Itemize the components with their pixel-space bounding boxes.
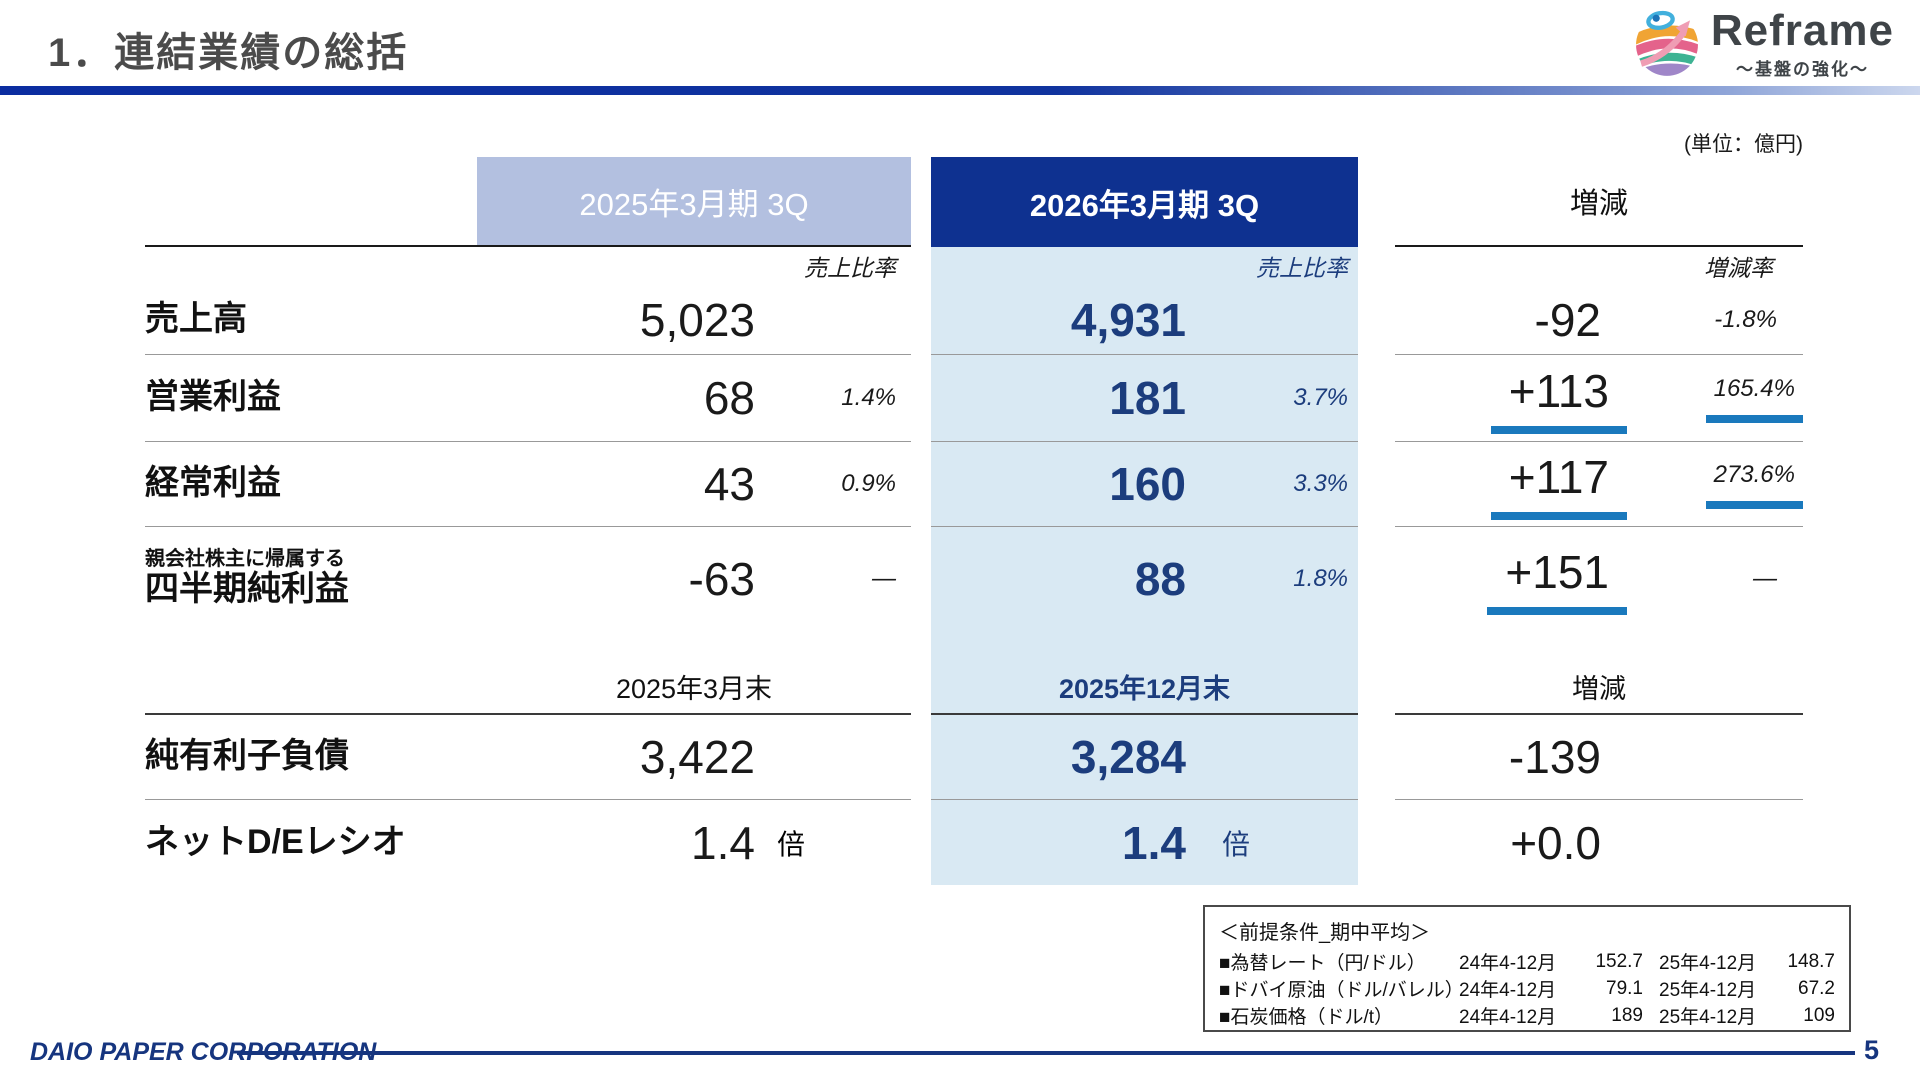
row-label: ネットD/Eレシオ — [145, 822, 406, 861]
curr-value: 3,284 — [1070, 731, 1186, 783]
table-row-ordinary-income: 経常利益 43 0.9% 160 3.3% +117 273.6% — [145, 442, 1803, 527]
col-header-current-period: 2026年3月期 3Q — [931, 157, 1358, 247]
ratio-header-prev: 売上比率 — [804, 255, 896, 281]
row-sublabel: 親会社株主に帰属する — [145, 547, 345, 570]
diff-value: +0.0 — [1510, 816, 1601, 869]
ratio-header-curr: 売上比率 — [1256, 255, 1348, 281]
prev-value: 5,023 — [639, 293, 755, 346]
assumptions-title: ＜前提条件_期中平均＞ — [1219, 922, 1431, 944]
curr-value: 4,931 — [1070, 293, 1186, 346]
row-label: 四半期純利益 — [145, 569, 349, 608]
row-label: 経常利益 — [145, 464, 281, 503]
prev-value: 43 — [703, 458, 755, 510]
curr-ratio: 3.7% — [1293, 384, 1348, 411]
curr-value: 88 — [1134, 552, 1186, 605]
prev-ratio: — — [872, 564, 896, 592]
assumption-row-exchange-rate: ■為替レート（円/ドル） 24年4-12月 152.7 25年4-12月 148… — [1219, 950, 1835, 975]
logo-tagline: ～基盤の強化～ — [1735, 60, 1869, 79]
prev-value: 1.4 — [691, 816, 755, 869]
curr-value: 1.4 — [1122, 816, 1186, 869]
table-row-quarterly-net-income: 親会社株主に帰属する 四半期純利益 -63 — 88 1.8% +151 — — [145, 527, 1803, 630]
diff-ratio-underlined: 165.4% — [1705, 373, 1803, 423]
diff-value: -92 — [1534, 293, 1601, 346]
section-gap — [145, 630, 1803, 660]
prev-unit: 倍 — [777, 828, 806, 860]
curr-value: 160 — [1109, 458, 1186, 510]
page-title: 1．連結業績の総括 — [48, 31, 409, 75]
diff-value: -139 — [1508, 731, 1601, 783]
row-label: 売上高 — [145, 299, 247, 338]
ratio-label-row: 売上比率 売上比率 増減率 — [145, 247, 1803, 285]
results-table: 2025年3月期 3Q 2026年3月期 3Q 増減 売上比率 売上比率 増減率… — [145, 157, 1803, 885]
curr-unit: 倍 — [1222, 828, 1251, 860]
diff-ratio: -1.8% — [1714, 305, 1777, 333]
reframe-logo: Reframe ～基盤の強化～ — [1631, 6, 1894, 83]
table-row-operating-income: 営業利益 68 1.4% 181 3.7% +113 165.4% — [145, 355, 1803, 442]
balance-header-curr: 2025年12月末 — [931, 660, 1358, 715]
balance-header-row: 2025年3月末 2025年12月末 増減 — [145, 660, 1803, 715]
unit-note: (単位：億円) — [1684, 133, 1803, 156]
prev-value: 68 — [703, 372, 755, 424]
row-label: 純有利子負債 — [145, 737, 349, 776]
assumption-row-dubai-crude: ■ドバイ原油（ドル/バレル） 24年4-12月 79.1 25年4-12月 67… — [1219, 977, 1835, 1002]
table-header-row: 2025年3月期 3Q 2026年3月期 3Q 増減 — [145, 157, 1803, 247]
diff-ratio-underlined: 273.6% — [1705, 459, 1803, 509]
table-row-net-de-ratio: ネットD/Eレシオ 1.4 倍 1.4 倍 +0.0 — [145, 800, 1803, 885]
assumptions-box: ＜前提条件_期中平均＞ ■為替レート（円/ドル） 24年4-12月 152.7 … — [1203, 905, 1851, 1032]
diff-ratio: — — [1753, 564, 1777, 592]
diff-value-underlined: +151 — [1487, 543, 1627, 615]
footer-divider — [237, 1051, 1855, 1055]
ratio-header-diff: 増減率 — [1704, 255, 1773, 281]
assumption-row-coal-price: ■石炭価格（ドル/t） 24年4-12月 189 25年4-12月 109 — [1219, 1004, 1835, 1029]
row-label: 営業利益 — [145, 378, 281, 417]
curr-ratio: 3.3% — [1293, 470, 1348, 497]
current-period-column-highlight — [931, 247, 1358, 885]
page-number: 5 — [1864, 1035, 1880, 1065]
title-divider — [0, 86, 1920, 95]
balance-header-prev: 2025年3月末 — [477, 660, 911, 715]
prev-value: 3,422 — [639, 731, 755, 783]
curr-ratio: 1.8% — [1293, 564, 1348, 592]
balance-header-diff: 増減 — [1395, 660, 1803, 715]
globe-arrow-icon — [1631, 6, 1703, 83]
diff-value-underlined: +113 — [1490, 362, 1627, 434]
col-header-diff: 増減 — [1395, 157, 1803, 247]
prev-ratio: 0.9% — [841, 470, 896, 497]
diff-value-underlined: +117 — [1490, 448, 1627, 520]
col-header-prev-period: 2025年3月期 3Q — [477, 157, 911, 247]
logo-wordmark: Reframe — [1710, 6, 1894, 55]
curr-value: 181 — [1109, 372, 1186, 424]
prev-ratio: 1.4% — [841, 384, 896, 411]
prev-value: -63 — [688, 552, 755, 605]
table-row-net-interest-bearing-debt: 純有利子負債 3,422 3,284 -139 — [145, 715, 1803, 800]
table-row-net-sales: 売上高 5,023 4,931 -92 -1.8% — [145, 285, 1803, 355]
